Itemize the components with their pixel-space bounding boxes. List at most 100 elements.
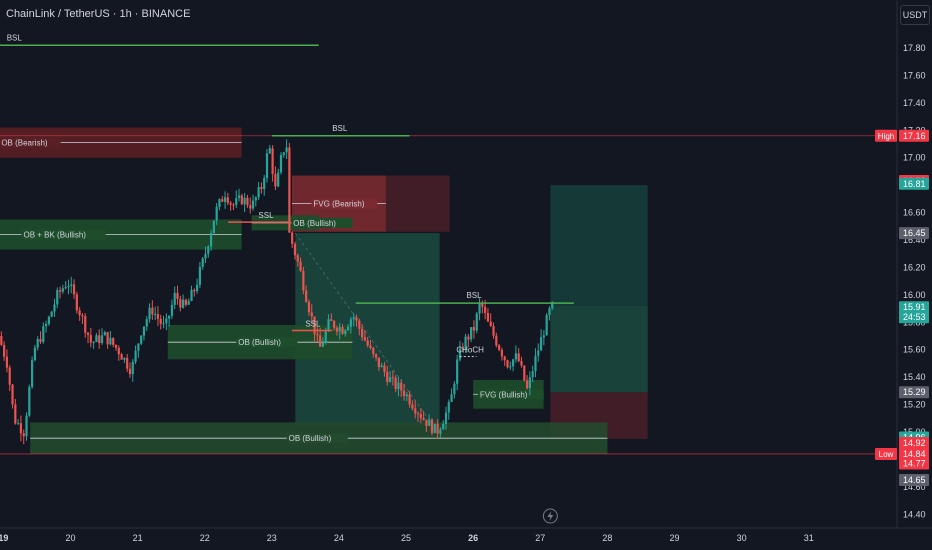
candle-body <box>484 306 487 314</box>
currency-button[interactable]: USDT <box>900 5 930 25</box>
candle-body <box>369 345 372 348</box>
candle-body <box>355 317 358 321</box>
zone-label-bg <box>0 137 61 148</box>
candle-body <box>436 423 439 434</box>
candle-body <box>296 255 299 262</box>
candle-body <box>372 347 375 355</box>
candle-body <box>195 284 199 292</box>
zone-label-bg <box>291 217 353 228</box>
candle-body <box>179 298 182 308</box>
candle-body <box>383 365 386 373</box>
candle-body <box>531 371 534 378</box>
candle-body <box>520 361 523 366</box>
candle-body <box>288 147 291 233</box>
candle-body <box>75 294 78 311</box>
candle-body <box>246 197 249 206</box>
candle-body <box>19 423 23 434</box>
candle-body <box>450 394 453 402</box>
candle-body <box>333 321 336 328</box>
candle-body <box>444 412 448 424</box>
y-tick-label: 16.00 <box>903 290 926 300</box>
candle-body <box>240 195 243 205</box>
candle-body <box>506 360 509 368</box>
y-tick-label: 14.40 <box>903 509 926 519</box>
candle-body <box>145 319 148 327</box>
candle-body <box>397 382 400 390</box>
candle-body <box>109 337 112 345</box>
candle-body <box>215 206 218 221</box>
zone-label-bg <box>236 337 298 348</box>
candle-body <box>279 154 283 173</box>
low-label: Low <box>879 450 894 459</box>
price-tag <box>899 301 929 324</box>
candle-body <box>422 417 425 420</box>
candle-body <box>78 310 81 316</box>
zone-label: OB (Bullish) <box>293 219 336 228</box>
x-tick-label: 23 <box>267 533 277 543</box>
candle-body <box>112 337 115 345</box>
candle-body <box>349 319 353 327</box>
candle-body <box>537 350 540 356</box>
candle-body <box>106 332 109 345</box>
candle-body <box>492 326 495 336</box>
bsl-label: BSL <box>332 124 348 133</box>
candle-body <box>201 258 204 267</box>
lightning-bolt-glyph <box>547 511 554 521</box>
candle-body <box>254 197 257 201</box>
candle-body <box>498 345 501 350</box>
candle-body <box>263 178 266 190</box>
candle-body <box>374 354 378 358</box>
candle-body <box>277 172 280 187</box>
candle-body <box>170 304 174 316</box>
candle-body <box>25 415 28 437</box>
candle-body <box>128 368 132 375</box>
candle-body <box>400 382 403 391</box>
lightning-bolt-icon <box>542 508 558 524</box>
candle-body <box>251 200 255 209</box>
candle-body <box>402 390 406 396</box>
ssl-label: SSL <box>305 320 321 329</box>
x-tick-label: 31 <box>804 533 814 543</box>
candle-body <box>486 313 490 322</box>
candle-body <box>319 335 322 347</box>
symbol-title[interactable]: ChainLink / TetherUS · 1h · BINANCE <box>6 8 191 20</box>
candle-body <box>453 383 456 395</box>
candle-body <box>347 326 350 331</box>
zone-label: OB + BK (Bullish) <box>23 231 86 240</box>
candle-body <box>545 315 548 336</box>
bsl-label: BSL <box>7 33 23 42</box>
candle-body <box>268 148 271 154</box>
candle-body <box>22 433 25 437</box>
price-tag <box>899 474 929 486</box>
candle-body <box>523 365 526 381</box>
candle-body <box>176 292 179 299</box>
candle-body <box>260 186 263 190</box>
candle-body <box>265 153 269 179</box>
candle-body <box>14 404 17 424</box>
candle-body <box>478 302 481 314</box>
candle-body <box>92 341 95 343</box>
candle-body <box>173 292 176 305</box>
candle-body <box>61 288 64 292</box>
high-label: High <box>878 132 894 141</box>
candle-body <box>419 414 422 418</box>
candle-body <box>495 335 498 346</box>
candle-body <box>425 419 428 426</box>
y-tick-label: 16.60 <box>903 208 926 218</box>
candle-body <box>386 372 389 382</box>
zone-label: OB (Bullish) <box>289 434 332 443</box>
high-label-bg <box>875 129 897 142</box>
candle-body <box>207 246 210 254</box>
candle-body <box>430 419 434 434</box>
candle-body <box>408 394 411 405</box>
candle-body <box>517 353 520 362</box>
candle-body <box>414 408 417 414</box>
price-tag <box>899 386 929 399</box>
candle-body <box>316 334 319 336</box>
candle-body <box>168 315 171 319</box>
candle-body <box>44 323 48 327</box>
candle-body <box>42 326 45 342</box>
price-tag <box>899 227 929 240</box>
